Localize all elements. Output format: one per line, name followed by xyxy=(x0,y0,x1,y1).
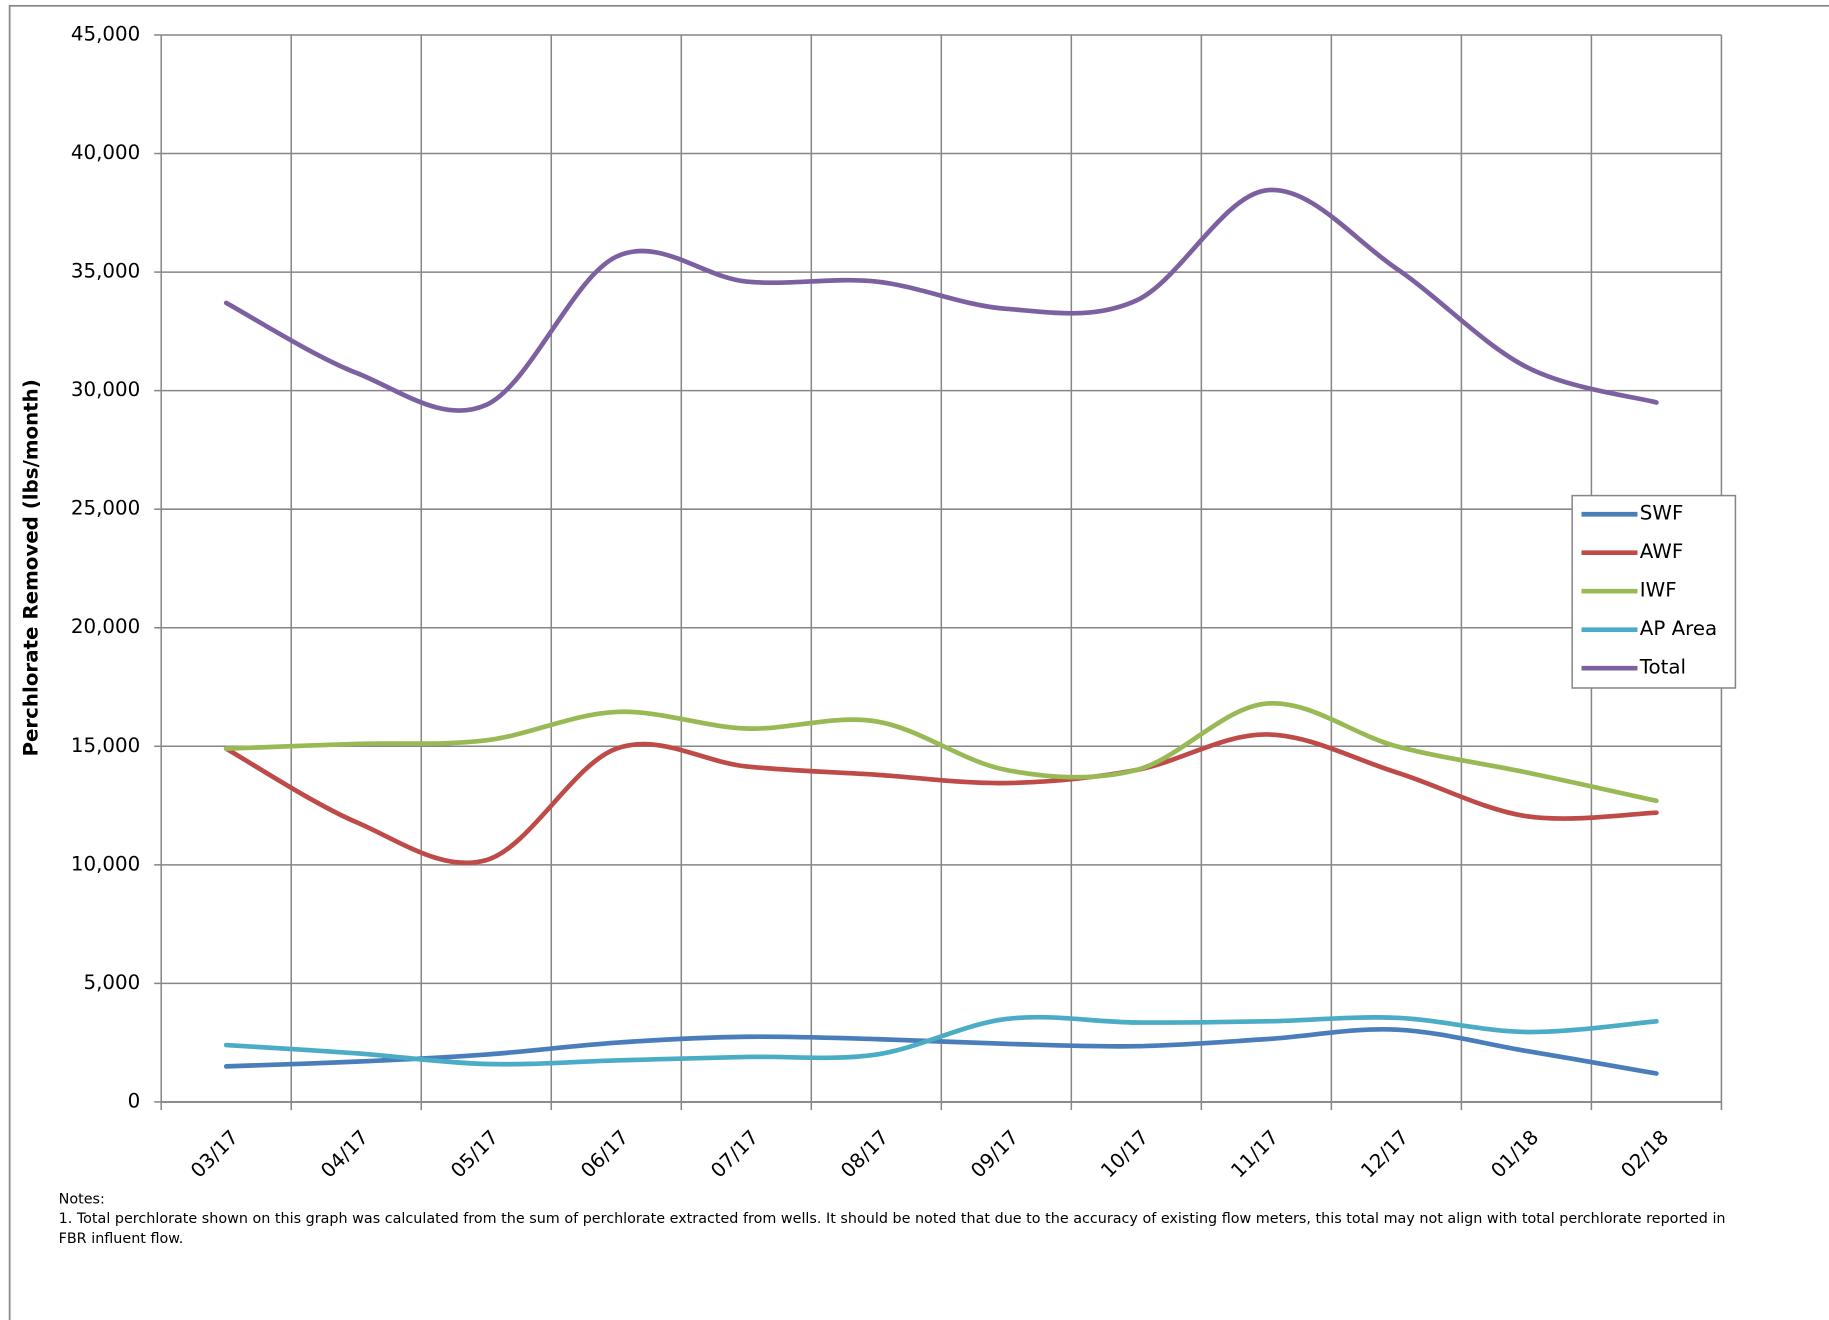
note-heading: Notes: xyxy=(58,1190,105,1207)
legend-label: IWF xyxy=(1640,579,1677,602)
x-tick-label: 11/17 xyxy=(1226,1126,1283,1183)
series-line xyxy=(223,187,1659,413)
legend-label: AP Area xyxy=(1640,617,1717,640)
y-tick-label: 5,000 xyxy=(83,971,140,994)
y-tick-label: 45,000 xyxy=(71,22,140,45)
notes-box: Notes: 1. Total perchlorate shown on thi… xyxy=(59,1189,1750,1248)
x-tick-label: 03/17 xyxy=(186,1126,243,1183)
series-line xyxy=(223,1014,1659,1067)
x-tick-label: 07/17 xyxy=(706,1126,763,1183)
notes: Notes: 1. Total perchlorate shown on thi… xyxy=(59,1189,1750,1248)
x-tick-label: 05/17 xyxy=(446,1126,503,1183)
legend-label: SWF xyxy=(1640,502,1684,525)
x-tick-label: 10/17 xyxy=(1096,1126,1153,1183)
x-tick-label: 02/18 xyxy=(1617,1126,1674,1183)
series-line xyxy=(223,1027,1659,1076)
legend-label: AWF xyxy=(1640,540,1683,563)
y-tick-label: 35,000 xyxy=(71,260,140,283)
y-tick-label: 25,000 xyxy=(71,497,140,520)
y-tick-label: 20,000 xyxy=(71,615,140,638)
note-text: 1. Total perchlorate shown on this graph… xyxy=(58,1210,1726,1247)
x-tick-label: 12/17 xyxy=(1356,1126,1413,1183)
x-tick-label: 04/17 xyxy=(316,1126,373,1183)
y-tick-label: 40,000 xyxy=(71,141,140,164)
legend-label: Total xyxy=(1639,656,1686,679)
y-tick-label: 10,000 xyxy=(71,852,140,875)
y-tick-label: 15,000 xyxy=(71,734,140,757)
y-axis-label: Perchlorate Removed (lbs/month) xyxy=(19,379,42,756)
series-line xyxy=(223,701,1659,804)
x-tick-label: 06/17 xyxy=(576,1126,633,1183)
series-line xyxy=(223,732,1659,866)
y-tick-label: 0 xyxy=(128,1089,141,1112)
x-tick-label: 08/17 xyxy=(836,1126,893,1183)
x-tick-label: 09/17 xyxy=(966,1126,1023,1183)
y-tick-label: 30,000 xyxy=(71,378,140,401)
x-tick-label: 01/18 xyxy=(1487,1126,1544,1183)
frame xyxy=(8,4,1829,1320)
